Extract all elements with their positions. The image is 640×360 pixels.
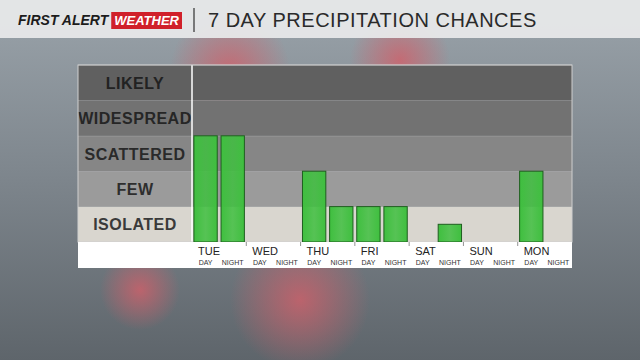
x-tick-label: DAY [253,259,267,266]
group-separator [354,242,355,246]
x-tick-label: NIGHT [276,259,299,266]
bar [547,242,570,243]
group-label: THU [307,245,330,257]
bar [492,242,515,243]
bar [330,207,353,242]
x-tick-label: DAY [361,259,375,266]
bar [520,171,543,242]
band [78,65,572,100]
title: 7 DAY PRECIPITATION CHANCES [208,9,537,31]
x-tick-label: DAY [307,259,321,266]
bar [465,242,488,243]
x-tick-label: NIGHT [330,259,353,266]
group-separator [409,242,410,246]
x-tick-label: DAY [524,259,538,266]
plot-frame [78,65,572,242]
group-separator [246,242,247,246]
x-tick-label: DAY [416,259,430,266]
group-label: WED [252,245,278,257]
x-tick-label: DAY [470,259,484,266]
x-tick-label: NIGHT [493,259,516,266]
y-tick-label: WIDESPREAD [78,110,191,127]
group-separator [300,242,301,246]
bar [357,207,380,242]
bar [384,207,407,242]
bar [302,171,325,242]
x-tick-label: NIGHT [439,259,462,266]
header-bar [0,0,640,38]
group-separator [463,242,464,246]
axis-line [191,65,193,268]
divider [193,8,195,32]
group-separator [517,242,518,246]
y-tick-label: FEW [116,181,153,198]
group-label: SUN [469,245,492,257]
brand-tag-box [111,12,182,29]
bar [275,242,298,243]
x-tick-label: NIGHT [222,259,245,266]
group-label: MON [524,245,550,257]
group-label: TUE [198,245,220,257]
x-tick-label: NIGHT [548,259,571,266]
bar [248,242,271,243]
label-row [78,242,572,268]
bars [194,136,543,242]
bar [411,242,434,243]
x-tick-label: DAY [199,259,213,266]
bar [194,136,217,242]
group-label: SAT [415,245,436,257]
band [78,100,572,135]
y-tick-label: ISOLATED [93,216,177,233]
brand: FIRST ALERT [18,12,110,28]
x-tick-label: NIGHT [385,259,408,266]
band [78,136,572,171]
brand-tag: WEATHER [114,13,179,28]
y-tick-label: SCATTERED [84,146,185,163]
y-tick-label: LIKELY [106,75,164,92]
bar [438,224,461,242]
bar [221,136,244,242]
group-label: FRI [361,245,379,257]
canvas: FIRST ALERT WEATHER 7 DAY PRECIPITATION CH… [0,0,640,360]
